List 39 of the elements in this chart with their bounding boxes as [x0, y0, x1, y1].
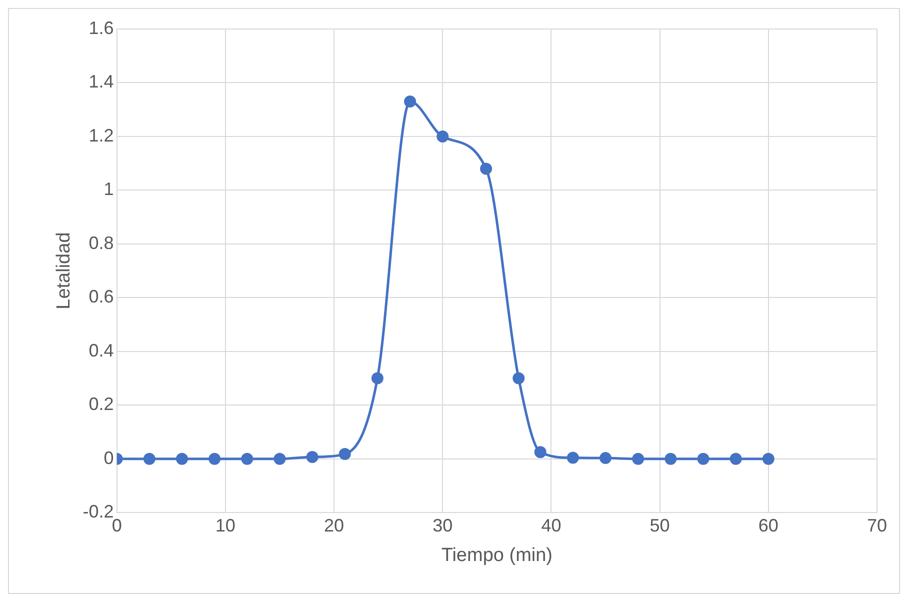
point: [762, 452, 774, 465]
point: [566, 452, 579, 464]
x-tick-label: 60: [758, 515, 778, 536]
point: [512, 372, 525, 384]
x-tick-label: 10: [215, 515, 236, 536]
x-tick-label: 40: [541, 515, 562, 536]
y-tick-label: -0.2: [82, 502, 114, 522]
y-axis-title: Letalidad: [54, 232, 75, 310]
point: [730, 452, 742, 465]
y-tick-label: 0.8: [88, 232, 114, 253]
point: [338, 448, 351, 460]
y-tick-label: 0.6: [88, 286, 114, 307]
point: [664, 452, 677, 465]
y-tick-label: 1: [104, 179, 114, 200]
x-tick-label: 20: [324, 515, 344, 536]
y-tick-label: 1.6: [88, 18, 114, 38]
point: [274, 452, 286, 465]
point: [480, 162, 492, 175]
point: [208, 452, 221, 465]
y-tick-label: 1.4: [88, 72, 114, 92]
point: [600, 452, 612, 464]
x-tick-label: 50: [650, 515, 670, 536]
point: [436, 130, 449, 142]
x-tick-label: 70: [866, 515, 888, 536]
point: [534, 446, 546, 458]
y-tick-label: 0.4: [88, 340, 114, 360]
y-tick-label: 1.2: [88, 125, 114, 146]
point: [143, 452, 156, 465]
point: [404, 96, 416, 108]
point: [241, 452, 254, 465]
x-tick-label: 30: [432, 515, 453, 536]
x-axis-title: Tiempo (min): [441, 544, 553, 566]
point: [176, 452, 188, 465]
point: [371, 372, 384, 384]
y-tick-label: 0.2: [88, 394, 114, 414]
point: [306, 450, 318, 463]
point: [632, 452, 644, 465]
point: [697, 452, 710, 465]
y-tick-label: 0: [104, 448, 114, 468]
